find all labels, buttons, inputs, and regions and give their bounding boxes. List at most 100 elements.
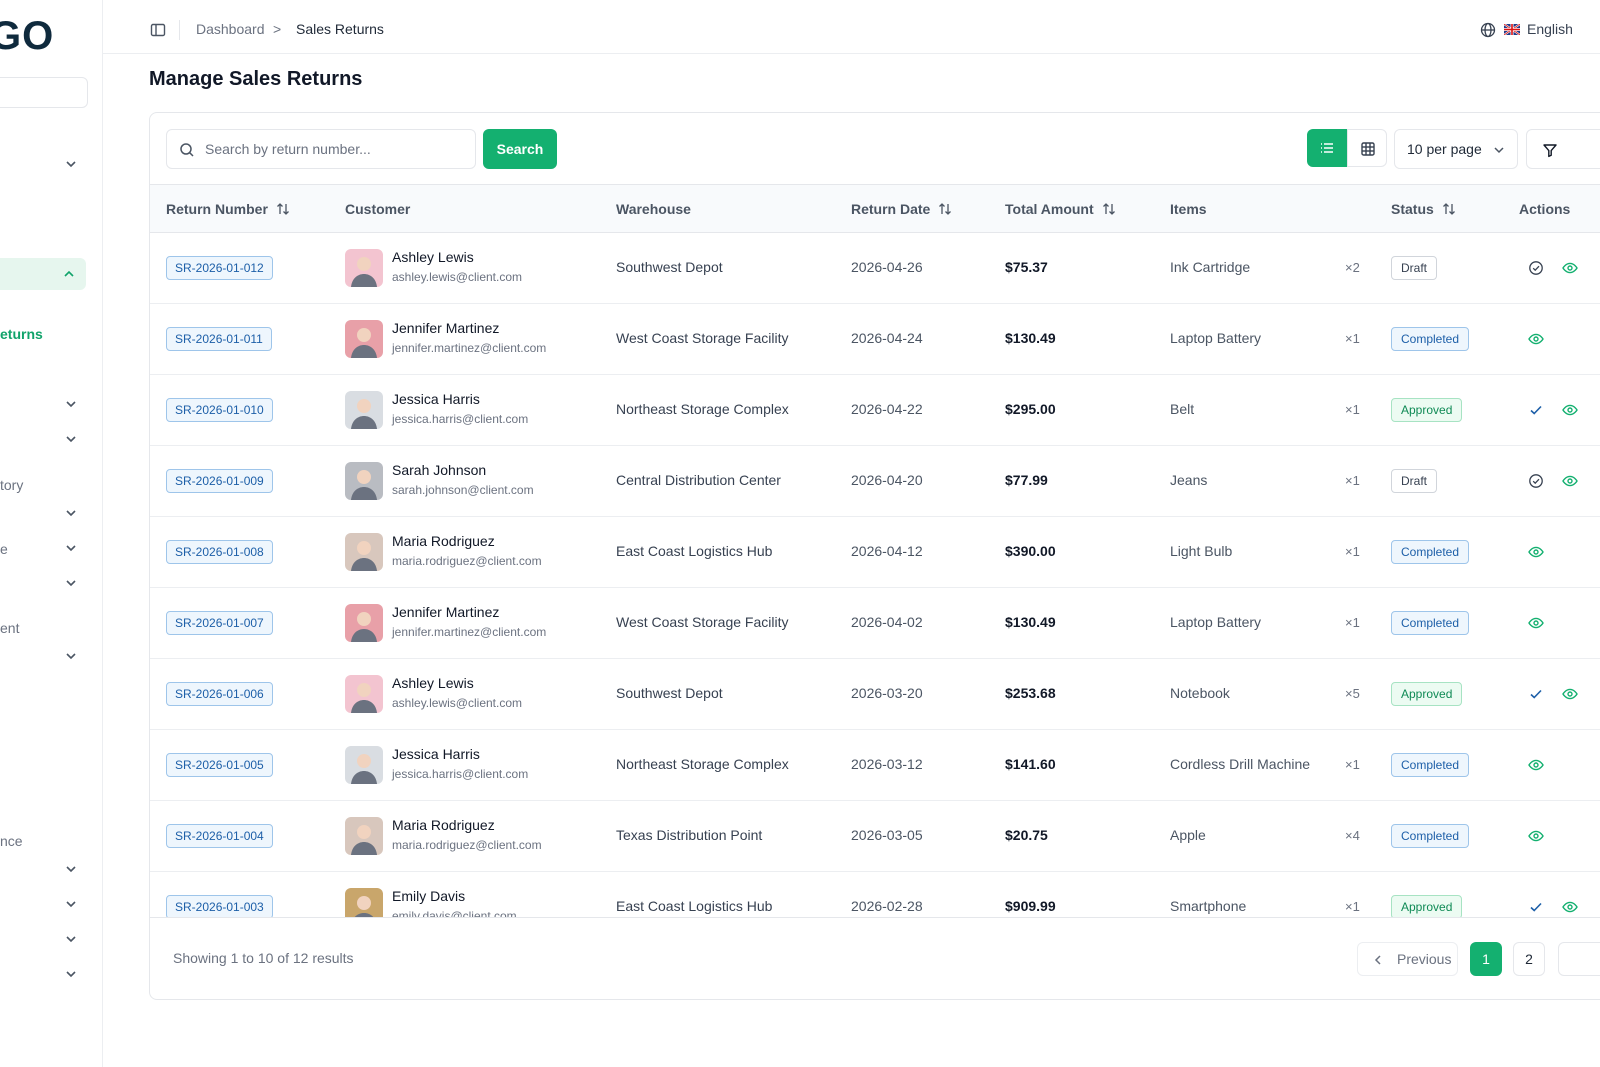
item-quantity: ×1 [1345, 473, 1360, 488]
customer-email: jennifer.martinez@client.com [392, 341, 547, 355]
approve-icon[interactable] [1528, 473, 1544, 489]
view-icon[interactable] [1528, 544, 1544, 560]
return-number-badge[interactable]: SR-2026-01-009 [166, 469, 273, 493]
warehouse: West Coast Storage Facility [616, 330, 789, 346]
customer-name: Maria Rodriguez [392, 533, 495, 549]
sidebar-item-sales-returns[interactable]: eturns [0, 326, 43, 342]
sidebar-item-collapsed[interactable] [0, 925, 88, 955]
column-label: Return Number [166, 201, 268, 217]
item-quantity: ×1 [1345, 402, 1360, 417]
item-name: Belt [1170, 401, 1195, 417]
return-number-badge[interactable]: SR-2026-01-011 [166, 327, 272, 351]
chevron-down-icon [66, 580, 76, 587]
sidebar-item-collapsed[interactable] [0, 855, 88, 885]
app-logo: GO [0, 14, 55, 58]
sidebar-item-collapsed[interactable] [0, 642, 88, 672]
view-icon[interactable] [1528, 331, 1544, 347]
avatar [345, 462, 383, 500]
avatar [345, 249, 383, 287]
page-2-button[interactable]: 2 [1513, 942, 1545, 976]
column-label: Return Date [851, 201, 931, 217]
filter-button[interactable] [1526, 129, 1600, 169]
return-number-badge[interactable]: SR-2026-01-006 [166, 682, 273, 706]
column-return-number[interactable]: Return Number [166, 201, 290, 217]
table-row: SR-2026-01-003 Emily Davis emily.davis@cli… [150, 872, 1600, 917]
column-status[interactable]: Status [1391, 201, 1456, 217]
item-name: Smartphone [1170, 898, 1247, 914]
item-name: Notebook [1170, 685, 1230, 701]
view-icon[interactable] [1562, 686, 1578, 702]
sidebar-toggle-icon[interactable] [150, 22, 166, 38]
chevron-down-icon [66, 936, 76, 943]
return-date: 2026-03-20 [851, 685, 923, 701]
table-row: SR-2026-01-009 Sarah Johnson sarah.johnson… [150, 446, 1600, 517]
customer-email: sarah.johnson@client.com [392, 483, 534, 497]
complete-icon[interactable] [1528, 686, 1544, 702]
view-icon[interactable] [1562, 899, 1578, 915]
sidebar-item-collapsed[interactable] [0, 499, 88, 529]
breadcrumb-dashboard[interactable]: Dashboard [196, 21, 265, 37]
customer-name: Ashley Lewis [392, 249, 474, 265]
total-amount: $77.99 [1005, 472, 1048, 488]
divider [179, 20, 180, 40]
return-date: 2026-03-05 [851, 827, 923, 843]
sidebar-item-collapsed[interactable]: e [0, 534, 88, 564]
return-number-badge[interactable]: SR-2026-01-012 [166, 256, 273, 280]
column-label: Total Amount [1005, 201, 1094, 217]
sidebar-item-collapsed[interactable] [0, 569, 88, 599]
sidebar-item-collapsed[interactable] [0, 425, 88, 455]
page-1-button[interactable]: 1 [1470, 942, 1502, 976]
return-number-badge[interactable]: SR-2026-01-003 [166, 895, 273, 917]
return-number-badge[interactable]: SR-2026-01-008 [166, 540, 273, 564]
item-quantity: ×4 [1345, 828, 1360, 843]
sidebar-item-collapsed[interactable] [0, 890, 88, 920]
sidebar-item-collapsed[interactable] [0, 960, 88, 990]
sidebar-item-collapsed[interactable] [0, 390, 88, 420]
chevron-down-icon [66, 436, 76, 443]
column-label: Status [1391, 201, 1434, 217]
per-page-select[interactable]: 10 per page [1394, 129, 1518, 169]
customer-email: jennifer.martinez@client.com [392, 625, 547, 639]
view-icon[interactable] [1562, 473, 1578, 489]
previous-page-button[interactable]: Previous [1357, 942, 1458, 976]
view-icon[interactable] [1528, 615, 1544, 631]
grid-view-button[interactable] [1347, 129, 1387, 167]
return-number-badge[interactable]: SR-2026-01-004 [166, 824, 273, 848]
view-icon[interactable] [1528, 757, 1544, 773]
view-icon[interactable] [1528, 828, 1544, 844]
sidebar-section-label: tory [0, 477, 24, 493]
next-page-button[interactable] [1558, 942, 1600, 976]
table-row: SR-2026-01-004 Maria Rodriguez maria.rodri… [150, 801, 1600, 872]
complete-icon[interactable] [1528, 402, 1544, 418]
sidebar-search[interactable] [0, 77, 88, 108]
customer-name: Jennifer Martinez [392, 320, 500, 336]
return-number-badge[interactable]: SR-2026-01-010 [166, 398, 273, 422]
globe-icon[interactable] [1480, 22, 1496, 38]
table-body: SR-2026-01-012 Ashley Lewis ashley.lewis@c… [150, 233, 1600, 917]
search-input[interactable] [205, 130, 465, 168]
sidebar-item-collapsed[interactable] [0, 150, 88, 180]
view-icon[interactable] [1562, 260, 1578, 276]
search-button[interactable]: Search [483, 129, 557, 169]
chevron-down-icon [66, 401, 76, 408]
chevron-down-icon [1494, 147, 1504, 154]
column-total-amount[interactable]: Total Amount [1005, 201, 1116, 217]
item-name: Cordless Drill Machine [1170, 756, 1311, 772]
status-badge: Draft [1391, 469, 1438, 493]
column-return-date[interactable]: Return Date [851, 201, 952, 217]
sort-icon [276, 203, 289, 215]
table-row: SR-2026-01-011 Jennifer Martinez jennifer.… [150, 304, 1600, 375]
return-number-badge[interactable]: SR-2026-01-005 [166, 753, 273, 777]
view-icon[interactable] [1562, 402, 1578, 418]
complete-icon[interactable] [1528, 899, 1544, 915]
sidebar-item-sales[interactable] [0, 258, 86, 290]
sort-icon [1102, 203, 1115, 215]
language-selector[interactable]: English [1527, 21, 1573, 37]
approve-icon[interactable] [1528, 260, 1544, 276]
results-summary: Showing 1 to 10 of 12 results [173, 950, 354, 966]
return-date: 2026-04-12 [851, 543, 923, 559]
item-name: Laptop Battery [1170, 614, 1262, 630]
list-view-button[interactable] [1307, 129, 1347, 167]
return-number-badge[interactable]: SR-2026-01-007 [166, 611, 273, 635]
customer-email: ashley.lewis@client.com [392, 696, 523, 710]
